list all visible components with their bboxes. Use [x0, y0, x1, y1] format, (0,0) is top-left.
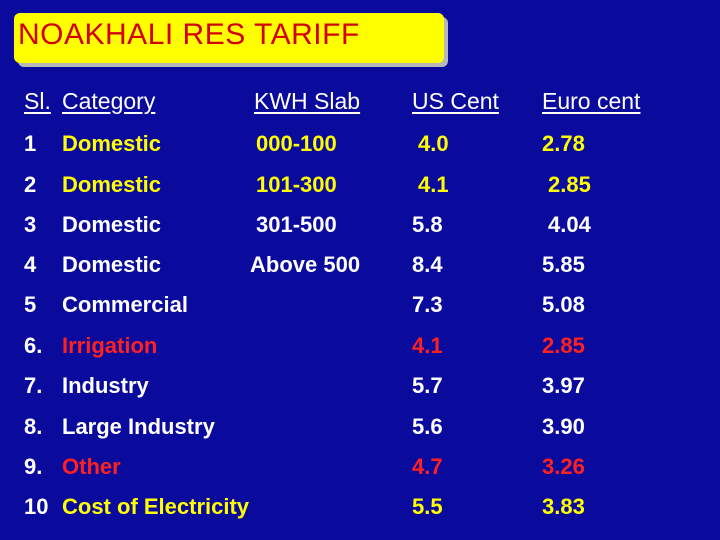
- row-9-sl: 9.: [24, 454, 43, 479]
- row-10-sl: 10: [24, 494, 49, 519]
- row-1-slab: 000-100: [256, 131, 337, 156]
- row-7-sl: 7.: [24, 373, 43, 398]
- header-sl: Sl.: [24, 88, 51, 114]
- row-3-slab: 301-500: [256, 212, 337, 237]
- row-7-category: Industry: [62, 373, 149, 398]
- header-euro-cent: Euro cent: [542, 88, 641, 114]
- row-8-sl: 8.: [24, 414, 43, 439]
- row-3-category: Domestic: [62, 212, 162, 237]
- row-4-sl: 4: [24, 252, 37, 277]
- row-9-us-cent: 4.7: [412, 454, 443, 479]
- row-4-us-cent: 8.4: [412, 252, 443, 277]
- row-2-sl: 2: [24, 172, 37, 197]
- row-4-euro-cent: 5.85: [542, 252, 585, 277]
- row-4-slab: Above 500: [250, 252, 361, 277]
- row-3-euro-cent: 4.04: [548, 212, 591, 237]
- row-7-us-cent: 5.7: [412, 373, 443, 398]
- row-1-category: Domestic: [62, 131, 162, 156]
- row-6-us-cent: 4.1: [412, 333, 443, 358]
- row-10-category: Cost of Electricity: [62, 494, 250, 519]
- row-2-euro-cent: 2.85: [548, 172, 591, 197]
- row-2-us-cent: 4.1: [418, 172, 449, 197]
- row-10-euro-cent: 3.83: [542, 494, 585, 519]
- row-1-sl: 1: [24, 131, 37, 156]
- row-8-us-cent: 5.6: [412, 414, 443, 439]
- row-6-category: Irrigation: [62, 333, 158, 358]
- row-5-euro-cent: 5.08: [542, 292, 585, 317]
- row-1-us-cent: 4.0: [418, 131, 449, 156]
- row-6-sl: 6.: [24, 333, 43, 358]
- title-box: [14, 13, 444, 63]
- row-3-sl: 3: [24, 212, 37, 237]
- row-5-us-cent: 7.3: [412, 292, 443, 317]
- row-2-slab: 101-300: [256, 172, 337, 197]
- header-slab: KWH Slab: [254, 88, 361, 114]
- row-9-category: Other: [62, 454, 121, 479]
- row-10-us-cent: 5.5: [412, 494, 443, 519]
- row-1-euro-cent: 2.78: [542, 131, 585, 156]
- header-category: Category: [62, 88, 156, 114]
- row-7-euro-cent: 3.97: [542, 373, 585, 398]
- row-5-sl: 5: [24, 292, 37, 317]
- page-title: NOAKHALI RES TARIFF: [18, 18, 360, 51]
- header-us-cent: US Cent: [412, 88, 499, 114]
- row-6-euro-cent: 2.85: [542, 333, 585, 358]
- row-3-us-cent: 5.8: [412, 212, 443, 237]
- row-4-category: Domestic: [62, 252, 162, 277]
- row-5-category: Commercial: [62, 292, 188, 317]
- row-9-euro-cent: 3.26: [542, 454, 585, 479]
- row-8-euro-cent: 3.90: [542, 414, 585, 439]
- row-2-category: Domestic: [62, 172, 162, 197]
- row-8-category: Large Industry: [62, 414, 215, 439]
